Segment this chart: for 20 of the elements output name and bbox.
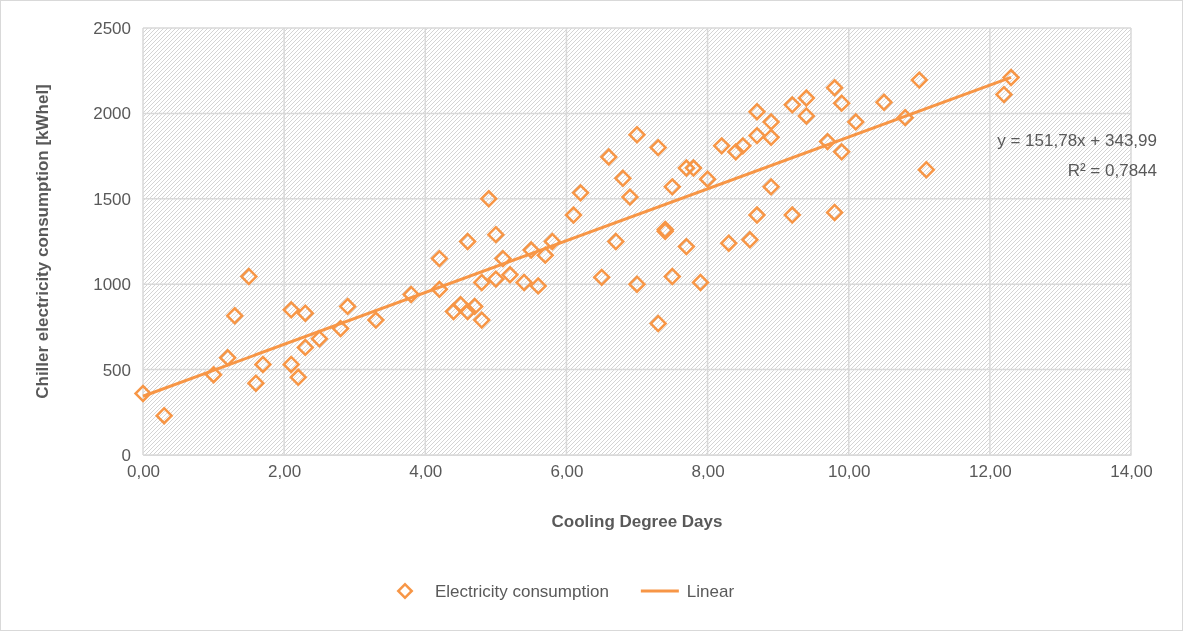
y-tick-label: 1000: [93, 275, 131, 295]
y-tick-label: 500: [102, 360, 131, 380]
y-tick-label: 2000: [93, 104, 131, 124]
x-tick-label: 0,00: [126, 462, 161, 482]
x-tick-label: 6,00: [550, 462, 584, 482]
y-tick-label: 2500: [93, 18, 131, 38]
annotation: y = 151,78x + 343,99: [997, 131, 1157, 150]
annotation: R² = 0,7844: [1067, 161, 1157, 180]
y-tick-label: 0: [121, 445, 131, 465]
legend-label: Linear: [686, 582, 735, 601]
y-axis-title: Chiller electricity consumption [kWhel]: [33, 84, 52, 399]
x-tick-label: 14,00: [1110, 462, 1153, 482]
x-axis-title: Cooling Degree Days: [551, 512, 723, 531]
x-tick-label: 12,00: [969, 462, 1012, 482]
x-tick-label: 2,00: [268, 462, 302, 482]
y-tick-label: 1500: [93, 189, 131, 209]
legend-label: Electricity consumption: [435, 582, 609, 601]
x-tick-label: 4,00: [409, 462, 443, 482]
x-tick-label: 10,00: [827, 462, 871, 482]
x-tick-label: 8,00: [691, 462, 725, 482]
